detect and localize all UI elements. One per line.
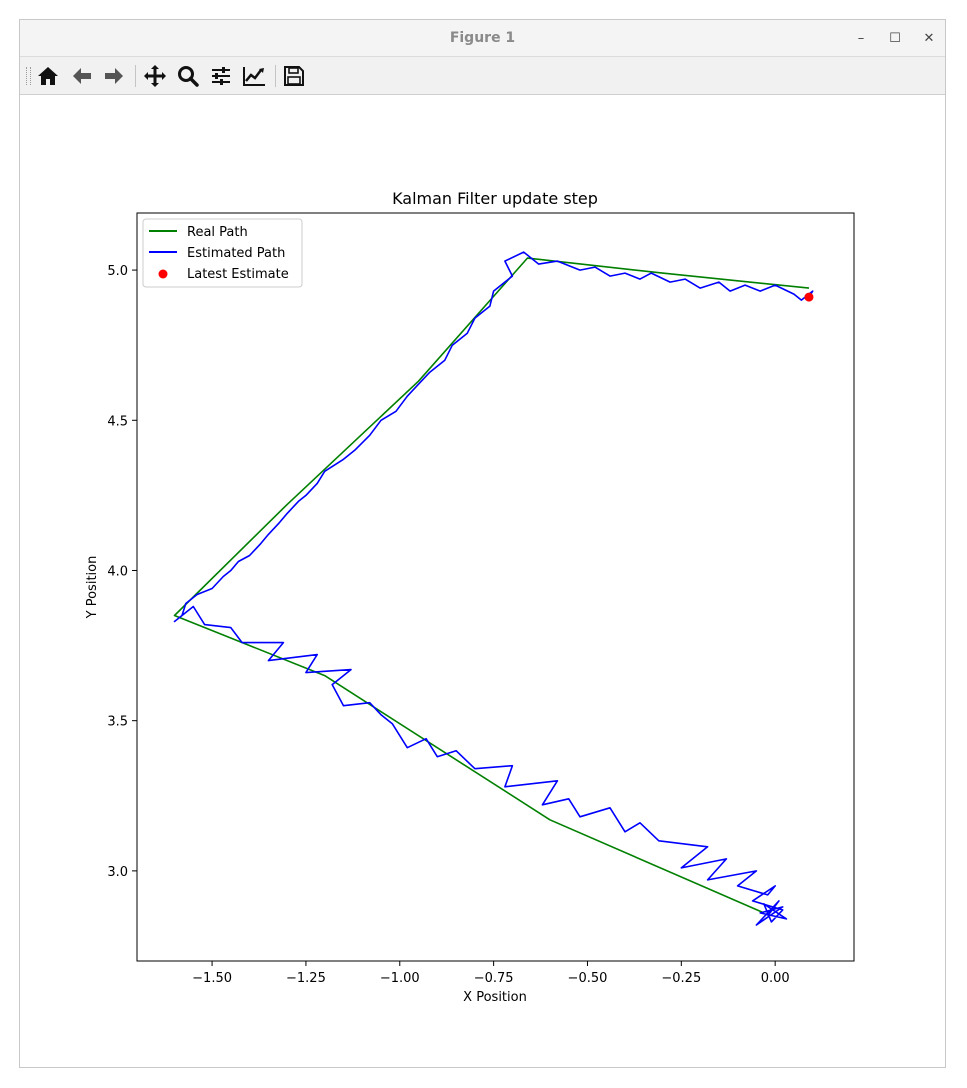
back-button[interactable] <box>68 62 96 90</box>
x-tick-label: −0.25 <box>661 971 701 986</box>
zoom-button[interactable] <box>174 62 202 90</box>
customize-button[interactable] <box>240 62 268 90</box>
x-tick-label: 0.00 <box>761 971 790 986</box>
save-button[interactable] <box>280 62 308 90</box>
legend-marker-latest-estimate <box>158 269 168 279</box>
x-tick-label: −1.50 <box>192 971 232 986</box>
figure-canvas[interactable]: Kalman Filter update step −1.50 −1.25 −1.0… <box>20 96 945 1067</box>
y-axis-label: Y Position <box>85 556 100 620</box>
legend-label-real-path: Real Path <box>187 225 248 240</box>
legend-label-estimated-path: Estimated Path <box>187 246 285 261</box>
title-bar[interactable]: Figure 1 – ☐ ✕ <box>20 20 945 57</box>
y-tick-label: 4.0 <box>107 564 128 579</box>
pan-button[interactable] <box>141 62 169 90</box>
series-point-latest-estimate <box>804 292 814 302</box>
pan-icon <box>144 65 166 87</box>
minimize-button[interactable]: – <box>857 31 865 46</box>
legend-box <box>142 218 303 288</box>
chart-title: Kalman Filter update step <box>392 189 598 208</box>
y-tick-label: 4.5 <box>107 414 128 429</box>
chart-svg[interactable]: Kalman Filter update step −1.50 −1.25 −1.0… <box>20 96 945 1067</box>
home-icon <box>38 67 58 85</box>
legend-label-latest-estimate: Latest Estimate <box>187 267 289 282</box>
x-tick-label: −1.00 <box>380 971 420 986</box>
plot-layer <box>173 251 814 926</box>
toolbar-separator <box>135 65 136 87</box>
home-button[interactable] <box>34 62 62 90</box>
window-title: Figure 1 <box>449 30 516 46</box>
x-tick-label: −1.25 <box>286 971 326 986</box>
customize-icon <box>243 67 265 86</box>
x-tick-label: −0.50 <box>568 971 608 986</box>
back-icon <box>73 68 91 84</box>
y-tick-label: 5.0 <box>107 264 128 279</box>
series-line-estimated-path <box>173 251 814 926</box>
forward-button[interactable] <box>100 62 128 90</box>
figure-window: Figure 1 – ☐ ✕ <box>19 19 946 1068</box>
axes-frame <box>136 212 855 962</box>
x-tick-label: −0.75 <box>474 971 514 986</box>
series-line-real-path <box>173 257 810 914</box>
forward-icon <box>105 68 123 84</box>
x-axis-label: X Position <box>463 990 527 1005</box>
toolbar-grip <box>26 67 31 85</box>
toolbar-separator <box>275 65 276 87</box>
legend: Real Path Estimated Path Latest Estimate <box>142 218 303 288</box>
close-button[interactable]: ✕ <box>923 31 935 46</box>
subplots-button[interactable] <box>207 62 235 90</box>
subplots-icon <box>212 67 230 85</box>
zoom-icon <box>178 66 199 87</box>
y-tick-label: 3.0 <box>107 865 128 880</box>
ticks-layer: −1.50 −1.25 −1.00 −0.75 −0.50 −0.25 0.00 3.0 3.5… <box>107 264 789 986</box>
maximize-button[interactable]: ☐ <box>889 31 901 46</box>
navigation-toolbar <box>20 57 945 95</box>
save-icon <box>284 66 304 86</box>
y-tick-label: 3.5 <box>107 715 128 730</box>
